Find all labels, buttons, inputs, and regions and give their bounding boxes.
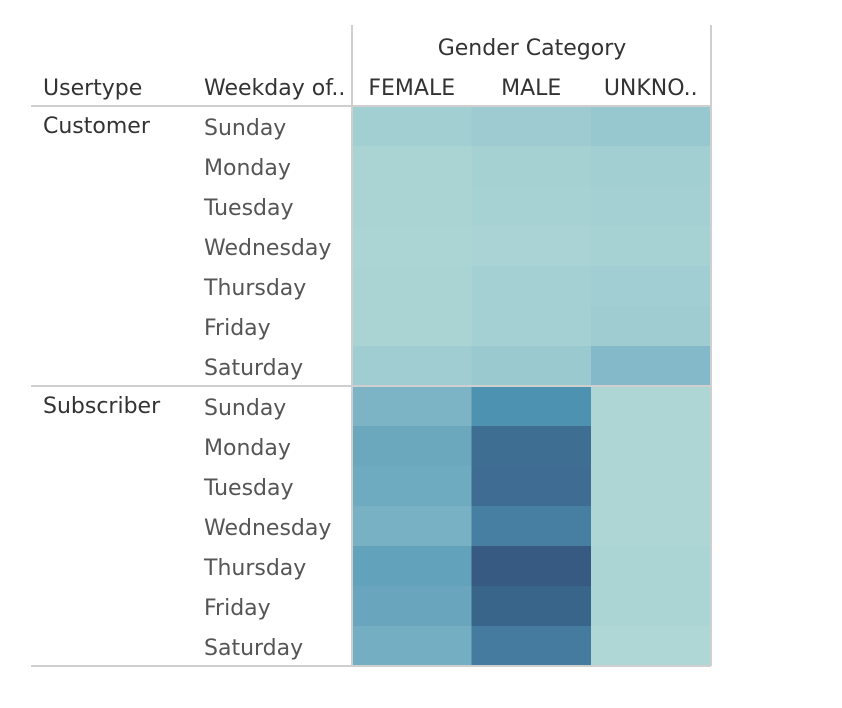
heatmap-cell xyxy=(591,546,711,587)
heatmap-cell xyxy=(591,466,711,507)
heatmap-cell xyxy=(471,506,592,547)
heatmap-cell xyxy=(591,426,711,467)
row-header-usertype: Usertype xyxy=(43,76,142,101)
day-label: Wednesday xyxy=(204,236,331,261)
day-label: Friday xyxy=(204,596,271,621)
heatmap-cell xyxy=(591,506,711,547)
heatmap-cell xyxy=(591,626,711,667)
heatmap-cell xyxy=(471,106,592,147)
heatmap-cell xyxy=(591,346,711,387)
heatmap-cell xyxy=(591,386,711,427)
row-header-weekday: Weekday of.. xyxy=(204,76,345,101)
day-label: Thursday xyxy=(203,556,306,581)
heatmap-cell xyxy=(471,346,592,387)
group-label-customer: Customer xyxy=(43,114,151,139)
day-label: Saturday xyxy=(204,636,303,661)
day-label: Friday xyxy=(204,316,271,341)
heatmap-cell xyxy=(471,266,592,307)
heatmap-cell xyxy=(471,546,592,587)
heatmap-cell xyxy=(471,426,592,467)
heatmap-cell xyxy=(591,266,711,307)
heatmap-cell xyxy=(471,586,592,627)
column-label-1: FEMALE xyxy=(368,76,455,101)
heatmap-cell xyxy=(471,306,592,347)
day-label: Monday xyxy=(204,436,291,461)
heatmap-cell xyxy=(471,466,592,507)
heatmap-cell xyxy=(352,506,472,547)
heatmap-cell xyxy=(471,226,592,267)
day-label: Wednesday xyxy=(204,516,331,541)
column-header-title: Gender Category xyxy=(438,36,627,61)
heatmap-cell xyxy=(352,546,472,587)
heatmap-cell xyxy=(471,626,592,667)
table-lines xyxy=(31,25,712,667)
heatmap-cell xyxy=(591,586,711,627)
group-label-subscriber: Subscriber xyxy=(43,394,161,419)
heatmap-cell xyxy=(471,146,592,187)
day-label: Saturday xyxy=(204,356,303,381)
heatmap-cells xyxy=(352,106,711,667)
day-label: Tuesday xyxy=(203,476,294,501)
heatmap-cell xyxy=(591,146,711,187)
heatmap-cell xyxy=(352,266,472,307)
heatmap-cell xyxy=(352,466,472,507)
heatmap-cell xyxy=(352,386,472,427)
heatmap-cell xyxy=(352,586,472,627)
heatmap-cell xyxy=(352,626,472,667)
column-label-2: MALE xyxy=(501,76,561,101)
day-label: Tuesday xyxy=(203,196,294,221)
heatmap-cell xyxy=(471,186,592,227)
day-label: Monday xyxy=(204,156,291,181)
heatmap-cell xyxy=(352,306,472,347)
heatmap-cell xyxy=(591,186,711,227)
heatmap-cell xyxy=(352,346,472,387)
heatmap-cell xyxy=(352,186,472,227)
day-label: Thursday xyxy=(203,276,306,301)
day-label: Sunday xyxy=(204,396,286,421)
heatmap-cell xyxy=(471,386,592,427)
heatmap-cell xyxy=(352,146,472,187)
heatmap-cell xyxy=(591,106,711,147)
column-label-3: UNKNO.. xyxy=(604,76,698,101)
heatmap-cell xyxy=(591,226,711,267)
heatmap-cell xyxy=(352,106,472,147)
heatmap-cell xyxy=(591,306,711,347)
heatmap-cell xyxy=(352,226,472,267)
day-label: Sunday xyxy=(204,116,286,141)
heatmap-cell xyxy=(352,426,472,467)
table-labels: Gender Category Usertype Weekday of.. FE… xyxy=(43,36,698,661)
